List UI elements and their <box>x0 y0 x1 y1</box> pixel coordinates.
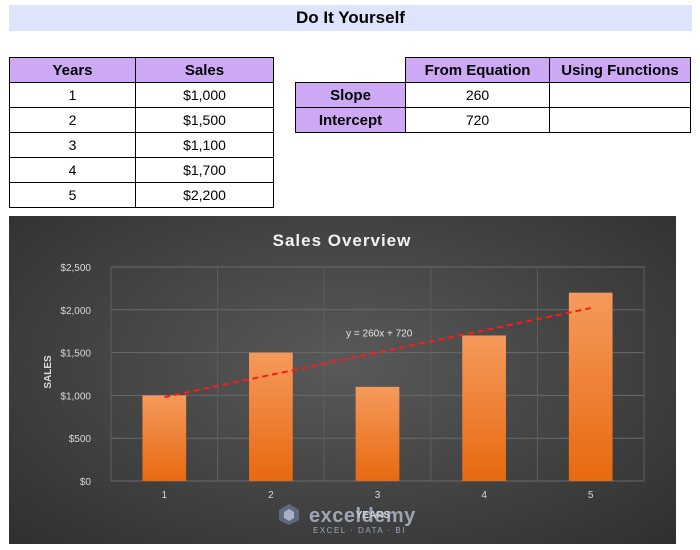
x-axis-ticks: 1 2 3 4 5 <box>162 490 594 501</box>
table-row: 4 $1,700 <box>9 157 274 183</box>
table-row: 2 $1,500 <box>9 107 274 133</box>
cell-sales[interactable]: $1,100 <box>135 132 274 158</box>
gridlines <box>110 266 645 482</box>
blank-corner-cell <box>296 58 406 83</box>
intercept-from-equation[interactable]: 720 <box>405 107 550 133</box>
slope-from-equation[interactable]: 260 <box>405 82 550 108</box>
slope-using-functions[interactable] <box>549 82 691 108</box>
y-tick-label: $1,500 <box>60 349 91 360</box>
bar[interactable] <box>355 386 400 481</box>
table-row: 5 $2,200 <box>9 182 274 208</box>
watermark-tagline: EXCEL · DATA · BI <box>313 526 406 535</box>
x-tick-label: 2 <box>268 490 274 501</box>
table-row: 1 $1,000 <box>9 82 274 108</box>
bars <box>142 292 613 481</box>
page-title: Do It Yourself <box>9 5 692 31</box>
y-tick-label: $500 <box>69 434 92 445</box>
bar[interactable] <box>462 335 506 481</box>
chart-canvas: Sales Overview $0$500$1,000$1,500$2,000$… <box>43 231 645 521</box>
x-tick-label: 1 <box>162 490 168 501</box>
header-sales[interactable]: Sales <box>135 57 274 83</box>
cell-year[interactable]: 2 <box>9 107 136 133</box>
cell-year[interactable]: 4 <box>9 157 136 183</box>
cell-year[interactable]: 5 <box>9 182 136 208</box>
exceldemy-logo-icon <box>279 504 299 525</box>
y-tick-label: $2,500 <box>60 263 91 274</box>
trendline[interactable] <box>164 307 591 399</box>
header-using-functions[interactable]: Using Functions <box>549 57 691 83</box>
bar[interactable] <box>142 395 187 481</box>
header-years[interactable]: Years <box>9 57 136 83</box>
cell-sales[interactable]: $1,500 <box>135 107 274 133</box>
coefficient-table: From Equation Using Functions Slope 260 … <box>295 57 691 133</box>
cell-sales[interactable]: $1,000 <box>135 82 274 108</box>
trendline-equation: y = 260x + 720 <box>346 329 413 340</box>
bar[interactable] <box>249 352 293 481</box>
exceldemy-watermark: exceldemy EXCEL · DATA · BI <box>277 502 422 542</box>
intercept-row: Intercept 720 <box>295 107 691 133</box>
coef-header-row: From Equation Using Functions <box>296 57 691 83</box>
chart-title: Sales Overview <box>273 231 412 250</box>
sales-table: Years Sales 1 $1,000 2 $1,500 3 $1,100 4… <box>9 57 274 208</box>
y-tick-label: $1,000 <box>60 391 91 402</box>
intercept-label[interactable]: Intercept <box>295 107 406 133</box>
x-tick-label: 4 <box>481 490 487 501</box>
bar[interactable] <box>568 292 613 481</box>
cell-year[interactable]: 3 <box>9 132 136 158</box>
slope-label[interactable]: Slope <box>295 82 406 108</box>
cell-sales[interactable]: $1,700 <box>135 157 274 183</box>
sales-header-row: Years Sales <box>9 57 274 83</box>
x-tick-label: 3 <box>375 490 381 501</box>
table-row: 3 $1,100 <box>9 132 274 158</box>
x-axis-label: YEARS <box>356 510 391 521</box>
x-tick-label: 5 <box>588 490 594 501</box>
intercept-using-functions[interactable] <box>549 107 691 133</box>
watermark-name: exceldemy <box>309 505 416 527</box>
cell-year[interactable]: 1 <box>9 82 136 108</box>
y-axis-label: SALES <box>43 355 54 389</box>
header-from-equation[interactable]: From Equation <box>405 57 550 83</box>
y-tick-label: $2,000 <box>60 306 91 317</box>
sales-chart[interactable]: Sales Overview $0 $500 $1,000 $1,500 $2,000 $… <box>9 216 676 544</box>
cell-sales[interactable]: $2,200 <box>135 182 274 208</box>
y-tick-label: $0 <box>80 477 92 488</box>
y-axis-ticks: $0 $500 $1,000 $1,500 $2,000 $2,500 <box>60 263 91 488</box>
slope-row: Slope 260 <box>295 82 691 108</box>
